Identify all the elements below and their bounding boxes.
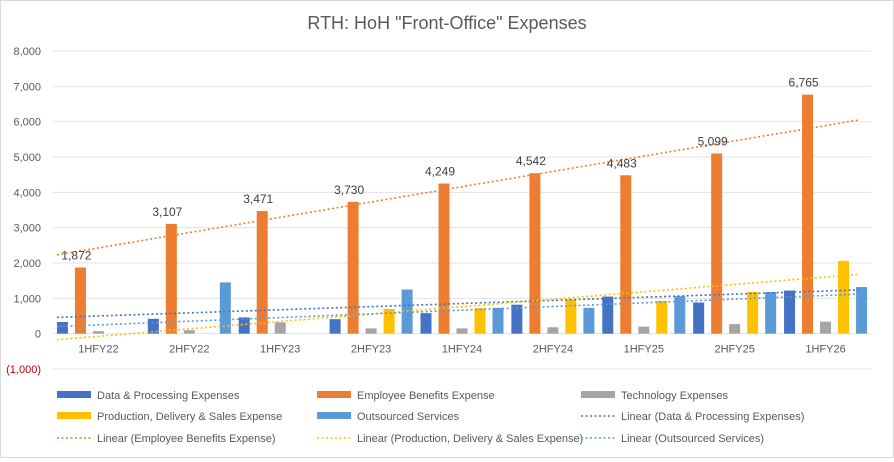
legend-label: Production, Delivery & Sales Expense xyxy=(97,411,282,423)
legend-label: Data & Processing Expenses xyxy=(97,390,240,402)
bar xyxy=(529,173,541,334)
bar xyxy=(92,331,104,334)
bar xyxy=(238,317,250,334)
bar xyxy=(856,287,868,334)
data-label: 1,872 xyxy=(61,249,91,263)
legend-swatch xyxy=(57,412,91,419)
bar xyxy=(838,260,850,334)
bar xyxy=(547,327,559,334)
bar xyxy=(383,308,395,334)
bar xyxy=(602,296,614,334)
data-label: 4,542 xyxy=(516,154,546,168)
bar xyxy=(583,307,595,334)
chart-title: RTH: HoH "Front-Office" Expenses xyxy=(307,13,586,33)
bar xyxy=(165,223,177,334)
y-tick-label: 4,000 xyxy=(13,187,41,199)
bar xyxy=(74,267,86,334)
y-tick-label: 6,000 xyxy=(13,117,41,129)
bar xyxy=(347,201,359,334)
bar xyxy=(638,326,650,334)
bar xyxy=(693,302,705,334)
bar xyxy=(365,328,377,334)
bar xyxy=(219,282,231,334)
legend-label: Linear (Production, Delivery & Sales Exp… xyxy=(357,433,583,445)
data-label: 3,730 xyxy=(334,183,364,197)
bar xyxy=(784,290,796,334)
x-axis: 1HFY22 2HFY22 1HFY23 2HFY23 1HFY24 2HFY24 1HFY… xyxy=(78,344,845,356)
bar xyxy=(329,319,341,334)
trendlines xyxy=(56,119,860,341)
bar xyxy=(747,291,759,334)
x-tick-label: 1HFY22 xyxy=(78,344,118,356)
legend-label: Linear (Employee Benefits Expense) xyxy=(97,433,276,445)
data-label: 3,107 xyxy=(152,205,182,219)
data-label: 6,765 xyxy=(789,76,819,90)
bar xyxy=(511,304,523,334)
data-label: 3,471 xyxy=(243,192,273,206)
bar xyxy=(820,321,832,334)
x-tick-label: 2HFY22 xyxy=(169,344,209,356)
y-tick-label: 1,000 xyxy=(13,293,41,305)
trendline xyxy=(56,293,860,328)
bar xyxy=(256,211,268,334)
legend-swatch xyxy=(317,391,351,398)
bar xyxy=(656,300,668,334)
bar xyxy=(674,296,686,334)
bar xyxy=(565,299,577,334)
y-tick-label: 0 xyxy=(35,329,41,341)
trendline xyxy=(56,119,860,256)
data-labels: 1,872 3,107 3,471 3,730 4,249 4,542 4,483 5,099… xyxy=(61,76,818,263)
bars xyxy=(56,94,868,334)
data-label: 5,099 xyxy=(698,135,728,149)
x-tick-label: 2HFY24 xyxy=(533,344,573,356)
legend-swatch xyxy=(317,412,351,419)
trendline xyxy=(56,289,860,319)
legend-label: Linear (Data & Processing Expenses) xyxy=(621,411,804,423)
x-tick-label: 2HFY23 xyxy=(351,344,391,356)
x-tick-label: 1HFY26 xyxy=(805,344,845,356)
legend-swatch xyxy=(581,391,615,398)
data-label: 4,249 xyxy=(425,165,455,179)
bar xyxy=(183,330,195,334)
legend-label: Technology Expenses xyxy=(621,390,729,402)
bar xyxy=(147,318,159,334)
y-tick-label: 3,000 xyxy=(13,223,41,235)
y-tick-label: 7,000 xyxy=(13,81,41,93)
y-tick-label: 2,000 xyxy=(13,258,41,270)
legend-label: Outsourced Services xyxy=(357,411,460,423)
y-tick-label: 5,000 xyxy=(13,152,41,164)
bar xyxy=(620,175,632,334)
bar xyxy=(711,153,723,334)
bar xyxy=(474,308,486,334)
bar xyxy=(765,291,777,334)
bar xyxy=(492,307,504,334)
x-tick-label: 1HFY24 xyxy=(442,344,482,356)
legend-label: Linear (Outsourced Services) xyxy=(621,433,764,445)
data-label: 4,483 xyxy=(607,156,637,170)
y-tick-label: 8,000 xyxy=(13,46,41,58)
x-tick-label: 1HFY25 xyxy=(624,344,664,356)
trendline xyxy=(56,273,860,341)
bar xyxy=(274,322,286,334)
y-tick-label: (1,000) xyxy=(6,364,41,376)
bar xyxy=(802,94,814,334)
legend: Data & Processing Expenses Employee Benef… xyxy=(57,390,804,445)
bar xyxy=(456,328,468,334)
legend-swatch xyxy=(57,391,91,398)
bar xyxy=(420,313,432,334)
x-tick-label: 2HFY25 xyxy=(714,344,754,356)
y-axis: (1,000) 0 1,000 2,000 3,000 4,000 5,000 6,000 7,… xyxy=(6,46,41,376)
bar xyxy=(438,183,450,334)
x-tick-label: 1HFY23 xyxy=(260,344,300,356)
bar xyxy=(56,322,68,334)
legend-label: Employee Benefits Expense xyxy=(357,390,495,402)
bar xyxy=(729,324,741,334)
